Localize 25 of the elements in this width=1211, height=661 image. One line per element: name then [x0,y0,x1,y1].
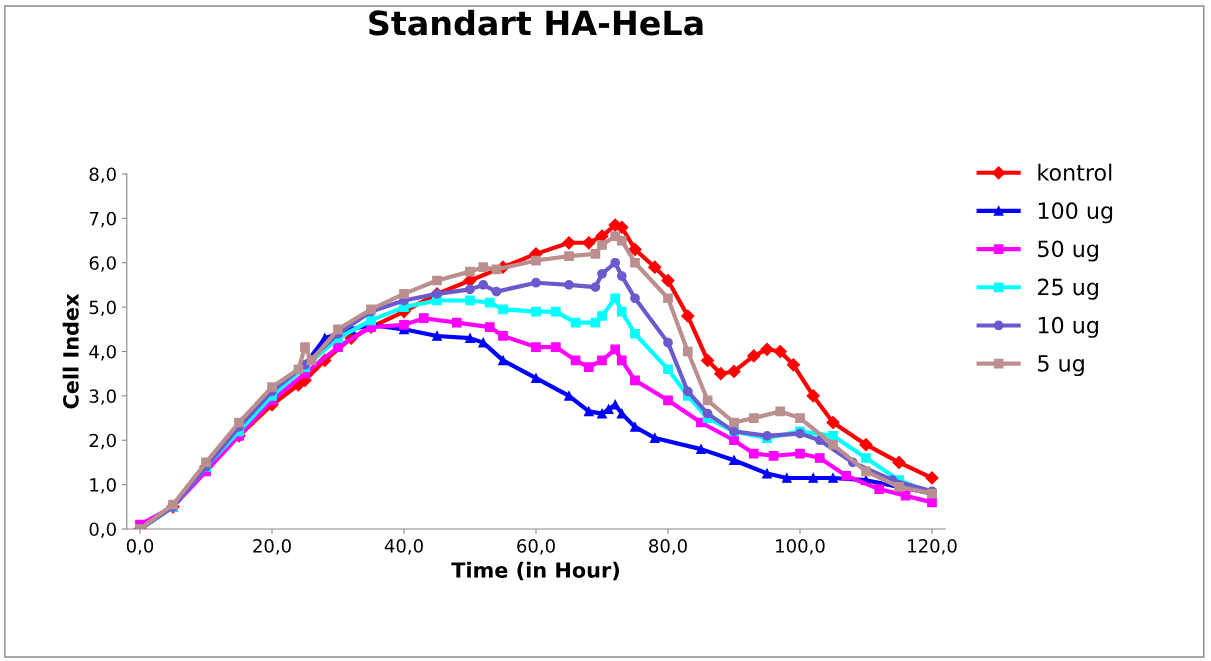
y-tick-label: 8,0 [89,167,116,183]
y-tick-label: 7,0 [89,211,116,228]
x-tick-label: 80,0 [649,539,687,555]
legend-label: 25 ug [1038,278,1098,300]
x-tick-label: 20,0 [253,539,291,555]
x-tick-label: 60,0 [517,539,555,555]
x-tick-label: 40,0 [384,539,423,555]
y-tick-label: 4,0 [89,344,116,361]
x-tick-label: 120,0 [908,539,957,555]
legend-label: 5 ug [1038,355,1084,377]
legend-label: 100 ug [1038,202,1113,224]
y-axis-title: Cell Index [62,293,79,409]
legend-label: 10 ug [1038,316,1098,338]
y-tick-label: 6,0 [89,256,116,272]
legend-label: 50 ug [1038,240,1098,262]
legend-label: kontrol [1038,163,1112,181]
x-tick-label: 100,0 [776,539,825,555]
y-tick-label: 1,0 [90,478,116,494]
y-tick-label: 2,0 [89,433,116,450]
x-tick-label: 0,0 [126,539,154,555]
chart-title: Standart HA-HeLa [369,9,703,36]
y-tick-label: 3,0 [89,389,116,405]
y-tick-label: 5,0 [89,300,116,317]
y-tick-label: 0,0 [89,522,116,538]
x-axis-title: Time (in Hour) [451,561,619,581]
